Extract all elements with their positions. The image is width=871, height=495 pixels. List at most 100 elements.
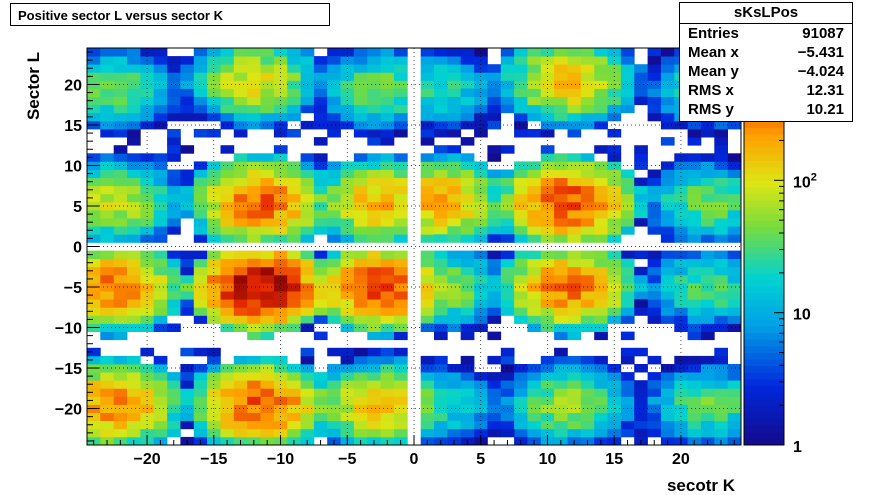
- palette-swatch: [744, 253, 784, 261]
- heatmap-cell: [687, 266, 702, 276]
- heatmap-cell: [207, 315, 221, 324]
- heatmap-cell: [580, 250, 595, 260]
- heatmap-cell: [127, 299, 141, 308]
- y-tick-label: 10: [64, 158, 82, 175]
- heatmap-cell: [647, 72, 662, 81]
- heatmap-cell: [554, 72, 568, 81]
- heatmap-cell: [660, 250, 675, 260]
- heatmap-cell: [514, 315, 528, 324]
- heatmap-cell: [607, 226, 622, 235]
- heatmap-cell: [580, 266, 595, 276]
- heatmap-cell: [273, 307, 288, 316]
- heatmap-cell: [527, 234, 542, 243]
- heatmap-cell: [153, 88, 168, 97]
- heatmap-cell: [327, 274, 341, 284]
- heatmap-cell: [207, 112, 221, 122]
- heatmap-cell: [367, 412, 381, 422]
- heatmap-cell: [701, 428, 715, 438]
- heatmap-cell: [207, 169, 221, 178]
- heatmap-cell: [380, 226, 395, 235]
- heatmap-cell: [327, 420, 341, 430]
- heatmap-cell: [474, 274, 488, 284]
- heatmap-cell: [714, 364, 728, 373]
- heatmap-cell: [340, 274, 355, 284]
- heatmap-cell: [287, 234, 301, 243]
- heatmap-cell: [567, 355, 582, 365]
- heatmap-cell: [100, 64, 114, 73]
- heatmap-cell: [567, 210, 582, 219]
- heatmap-cell: [367, 153, 381, 162]
- heatmap-cell: [527, 315, 542, 324]
- heatmap-cell: [394, 177, 408, 187]
- heatmap-cell: [594, 372, 608, 381]
- heatmap-cell: [287, 283, 301, 292]
- heatmap-cell: [607, 145, 622, 154]
- heatmap-cell: [634, 291, 648, 300]
- heatmap-cell: [260, 274, 275, 284]
- heatmap-cell: [260, 72, 275, 81]
- heatmap-cell: [327, 88, 341, 97]
- heatmap-cell: [287, 380, 301, 389]
- heatmap-cell: [447, 266, 462, 276]
- palette-swatch: [744, 213, 784, 221]
- x-tick-label: −20: [133, 451, 160, 468]
- heatmap-cell: [727, 169, 742, 178]
- heatmap-cell: [460, 234, 475, 243]
- heatmap-cell: [300, 104, 315, 114]
- heatmap-cell: [233, 428, 248, 438]
- heatmap-cell: [313, 96, 328, 106]
- heatmap-cell: [353, 364, 368, 373]
- heatmap-cell: [220, 48, 235, 57]
- heatmap-cell: [340, 266, 355, 276]
- heatmap-cell: [434, 112, 448, 122]
- heatmap-cell: [714, 412, 728, 422]
- heatmap-cell: [394, 64, 408, 73]
- heatmap-cell: [367, 291, 381, 300]
- heatmap-cell: [460, 396, 475, 405]
- heatmap-cell: [233, 234, 248, 243]
- heatmap-cell: [460, 64, 475, 73]
- heatmap-cell: [327, 283, 341, 292]
- heatmap-cell: [580, 420, 595, 430]
- heatmap-cell: [273, 161, 288, 170]
- heatmap-cell: [247, 88, 261, 97]
- heatmap-cell: [514, 226, 528, 235]
- heatmap-cell: [474, 283, 488, 292]
- heatmap-cell: [260, 193, 275, 203]
- heatmap-cell: [500, 64, 515, 73]
- heatmap-cell: [193, 372, 208, 381]
- heatmap-cell: [220, 420, 235, 430]
- heatmap-cell: [380, 388, 395, 397]
- heatmap-cell: [420, 169, 435, 178]
- heatmap-cell: [380, 355, 395, 365]
- heatmap-cell: [327, 412, 341, 422]
- heatmap-cell: [380, 193, 395, 203]
- heatmap-cell: [567, 177, 582, 187]
- heatmap-cell: [594, 56, 608, 65]
- heatmap-cell: [607, 234, 622, 243]
- heatmap-cell: [647, 388, 662, 397]
- heatmap-cell: [233, 388, 248, 397]
- heatmap-cell: [447, 56, 462, 65]
- heatmap-cell: [127, 372, 141, 381]
- heatmap-cell: [660, 48, 675, 57]
- heatmap-cell: [594, 355, 608, 365]
- heatmap-cell: [193, 428, 208, 438]
- heatmap-cell: [327, 48, 341, 57]
- heatmap-cell: [434, 145, 448, 154]
- heatmap-cell: [460, 218, 475, 227]
- heatmap-cell: [313, 307, 328, 316]
- heatmap-cell: [260, 177, 275, 187]
- heatmap-cell: [500, 266, 515, 276]
- heatmap-cell: [220, 250, 235, 260]
- heatmap-cell: [167, 404, 181, 413]
- heatmap-cell: [634, 420, 648, 430]
- heatmap-cell: [660, 88, 675, 97]
- heatmap-cell: [207, 250, 221, 260]
- heatmap-cell: [380, 218, 395, 227]
- heatmap-cell: [434, 177, 448, 187]
- heatmap-cell: [87, 250, 101, 260]
- heatmap-cell: [460, 250, 475, 260]
- heatmap-cell: [180, 64, 195, 73]
- heatmap-cell: [580, 185, 595, 195]
